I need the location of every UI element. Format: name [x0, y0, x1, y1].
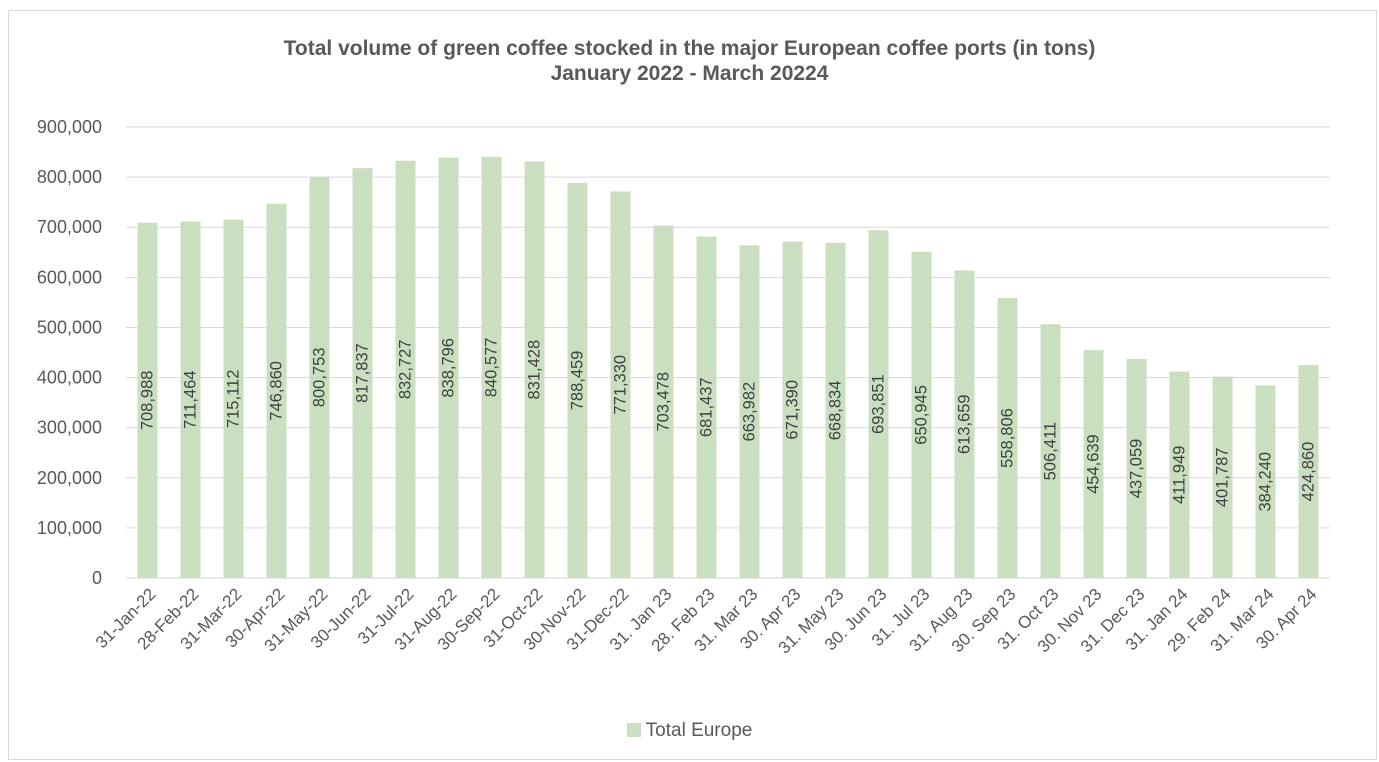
y-tick-label: 800,000 [37, 167, 102, 187]
y-tick-label: 500,000 [37, 317, 102, 337]
bar [137, 222, 158, 578]
legend-label: Total Europe [645, 720, 753, 741]
bar [1083, 350, 1104, 578]
data-label: 411,949 [1171, 446, 1189, 504]
legend: Total Europe [0, 720, 1379, 742]
data-label: 838,796 [440, 338, 458, 398]
data-label: 800,753 [311, 348, 329, 408]
data-label: 454,639 [1085, 434, 1103, 494]
data-label: 668,834 [827, 381, 845, 441]
bar [997, 297, 1018, 578]
bar [352, 168, 373, 578]
y-tick-label: 700,000 [37, 217, 102, 237]
data-label: 715,112 [225, 370, 243, 428]
bar [309, 176, 330, 579]
data-label: 506,411 [1042, 422, 1060, 480]
data-label: 650,945 [913, 385, 931, 445]
bar [911, 251, 932, 578]
data-label: 840,577 [483, 338, 501, 398]
bar [567, 182, 588, 578]
y-tick-label: 400,000 [37, 368, 102, 388]
bar [610, 191, 631, 578]
y-tick-label: 0 [92, 568, 102, 588]
bar [266, 203, 287, 578]
bar [395, 160, 416, 578]
chart-title-block: Total volume of green coffee stocked in … [0, 36, 1379, 86]
y-tick-label: 900,000 [37, 117, 102, 137]
bar [868, 230, 889, 578]
y-tick-label: 600,000 [37, 267, 102, 287]
bar [1169, 371, 1190, 578]
bar [782, 241, 803, 578]
data-label: 771,330 [612, 355, 630, 415]
bar [825, 242, 846, 578]
data-label: 663,982 [741, 382, 759, 442]
bar [739, 245, 760, 578]
y-tick-label: 300,000 [37, 418, 102, 438]
data-label: 424,860 [1300, 442, 1318, 502]
bar [696, 236, 717, 578]
bar [1040, 324, 1061, 578]
data-label: 788,459 [569, 351, 587, 411]
bar [438, 157, 459, 579]
data-label: 693,851 [870, 374, 888, 434]
data-label: 831,428 [526, 340, 544, 400]
bar [1212, 376, 1233, 578]
bar [1298, 365, 1319, 578]
data-label: 681,437 [698, 377, 716, 437]
bar [524, 161, 545, 579]
y-tick-label: 100,000 [37, 518, 102, 538]
data-label: 401,787 [1214, 448, 1232, 508]
data-label: 817,837 [354, 343, 372, 403]
bar [481, 156, 502, 578]
bar [954, 270, 975, 578]
data-label: 746,860 [268, 361, 286, 421]
data-label: 437,059 [1128, 439, 1146, 499]
bar [1126, 358, 1147, 578]
bar [223, 219, 244, 579]
bar [653, 225, 674, 578]
data-label: 384,240 [1257, 452, 1275, 512]
data-label: 671,390 [784, 380, 802, 440]
data-label: 558,806 [999, 408, 1017, 468]
y-tick-label: 200,000 [37, 468, 102, 488]
data-label: 613,659 [956, 394, 974, 454]
data-label: 711,464 [182, 371, 200, 429]
bar [180, 221, 201, 578]
data-label: 703,478 [655, 372, 673, 432]
data-label: 708,988 [139, 371, 157, 431]
bar [1255, 385, 1276, 578]
chart-title: Total volume of green coffee stocked in … [283, 37, 1096, 60]
data-label: 832,727 [397, 340, 415, 400]
legend-swatch [626, 723, 641, 737]
chart-subtitle: January 2022 - March 20224 [550, 62, 829, 85]
